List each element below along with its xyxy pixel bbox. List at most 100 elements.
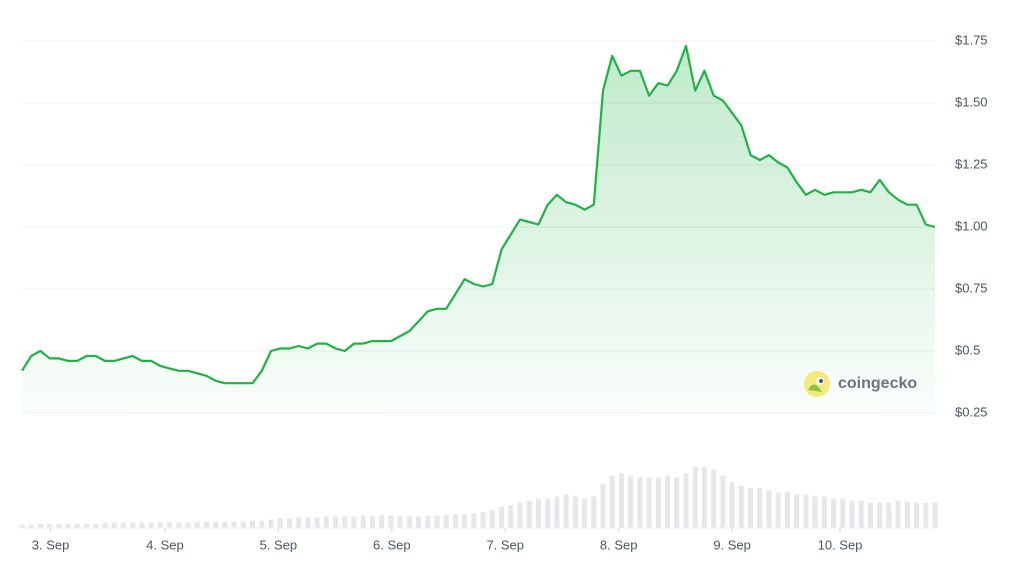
volume-bar: [351, 516, 357, 528]
volume-bar: [369, 515, 375, 528]
volume-bar: [296, 517, 302, 528]
volume-bar: [167, 522, 173, 528]
volume-bar: [120, 522, 126, 528]
volume-bar: [886, 502, 892, 528]
volume-bar: [812, 496, 818, 528]
logo-pupil: [819, 379, 823, 383]
volume-bar: [74, 523, 80, 528]
volume-bar: [637, 477, 643, 528]
volume-bar: [213, 521, 219, 528]
volume-bar: [895, 500, 901, 528]
volume-bar: [240, 521, 246, 528]
volume-bar: [646, 477, 652, 528]
volume-bar: [84, 523, 90, 528]
volume-bar: [231, 521, 237, 528]
price-line: [21, 44, 936, 385]
volume-bar: [425, 515, 431, 528]
volume-bar: [821, 496, 827, 528]
volume-bar: [665, 475, 671, 528]
volume-bar: [932, 502, 938, 528]
volume-bar: [803, 494, 809, 528]
x-tick-label: 8. Sep: [600, 537, 638, 552]
x-tick-label: 10. Sep: [818, 537, 863, 552]
volume-bar: [591, 496, 597, 528]
y-tick-label: $0.75: [955, 280, 988, 295]
volume-bar: [720, 475, 726, 528]
area-fill: [22, 46, 935, 413]
volume-bar: [268, 519, 274, 528]
y-tick-label: $1.50: [955, 94, 988, 109]
volume-bar: [360, 515, 366, 528]
volume-bar: [618, 473, 624, 528]
volume-bar: [517, 502, 523, 528]
volume-bar: [840, 498, 846, 528]
volume-bar: [572, 496, 578, 528]
volume-bar: [674, 477, 680, 528]
volume-bar: [434, 515, 440, 528]
volume-bar: [250, 520, 256, 528]
volume-bar: [600, 483, 606, 528]
y-tick-label: $1.75: [955, 32, 988, 47]
volume-bar: [489, 510, 495, 528]
x-tick-label: 4. Sep: [146, 537, 184, 552]
volume-bar: [582, 498, 588, 528]
volume-bar: [130, 522, 136, 528]
volume-bar: [683, 473, 689, 528]
volume-bar: [499, 507, 505, 528]
volume-bar: [277, 518, 283, 528]
volume-bar: [388, 515, 394, 528]
volume-bar: [858, 500, 864, 528]
volume-bar: [286, 518, 292, 528]
x-tick-label: 9. Sep: [713, 537, 751, 552]
x-tick-label: 6. Sep: [373, 537, 411, 552]
plot: $1.75 $1.50 $1.25 $1.00 $0.75 $0.5 $0.25 3. Sep…: [19, 32, 988, 552]
volume-bar: [47, 523, 53, 528]
volume-bar: [738, 486, 744, 528]
volume-bar: [157, 522, 163, 528]
volume-bar: [139, 522, 145, 528]
volume-bar: [757, 488, 763, 528]
volume-bar: [65, 523, 71, 528]
volume-bar: [379, 515, 385, 528]
volume-bar: [711, 469, 717, 528]
volume-bar: [775, 492, 781, 528]
volume-bar: [784, 492, 790, 528]
volume-bar: [102, 522, 108, 528]
volume-bar: [93, 523, 99, 528]
volume-bar: [203, 521, 209, 528]
volume-bar: [194, 521, 200, 528]
volume-bar: [831, 498, 837, 528]
x-tick-label: 3. Sep: [32, 537, 70, 552]
volume-bar: [554, 496, 560, 528]
volume-bar: [923, 502, 929, 528]
volume-bar: [471, 513, 477, 528]
volume-bar: [692, 467, 698, 528]
volume-bar: [462, 514, 468, 528]
volume-bar: [766, 490, 772, 528]
volume-bar: [406, 516, 412, 528]
volume-bar: [37, 523, 43, 528]
volume-bar: [545, 498, 551, 528]
volume-bar: [314, 517, 320, 528]
volume-bar: [176, 522, 182, 528]
x-tick-label: 5. Sep: [260, 537, 298, 552]
watermark-text: coingecko: [838, 375, 917, 392]
volume-bar: [867, 502, 873, 528]
volume-bar: [148, 522, 154, 528]
volume-bar: [794, 494, 800, 528]
watermark: coingecko: [804, 371, 917, 397]
volume-bar: [849, 500, 855, 528]
volume-bar: [333, 516, 339, 528]
volume-bar: [563, 494, 569, 528]
y-tick-label: $1.25: [955, 156, 988, 171]
y-tick-label: $0.5: [955, 342, 980, 357]
volume-bar: [28, 524, 34, 528]
volume-bar: [748, 488, 754, 528]
volume-bar: [323, 516, 329, 528]
volume-bar: [443, 515, 449, 528]
volume-bar: [222, 521, 228, 528]
x-tick-label: 7. Sep: [486, 537, 524, 552]
y-tick-label: $0.25: [955, 404, 988, 419]
volume-bar: [904, 501, 910, 528]
